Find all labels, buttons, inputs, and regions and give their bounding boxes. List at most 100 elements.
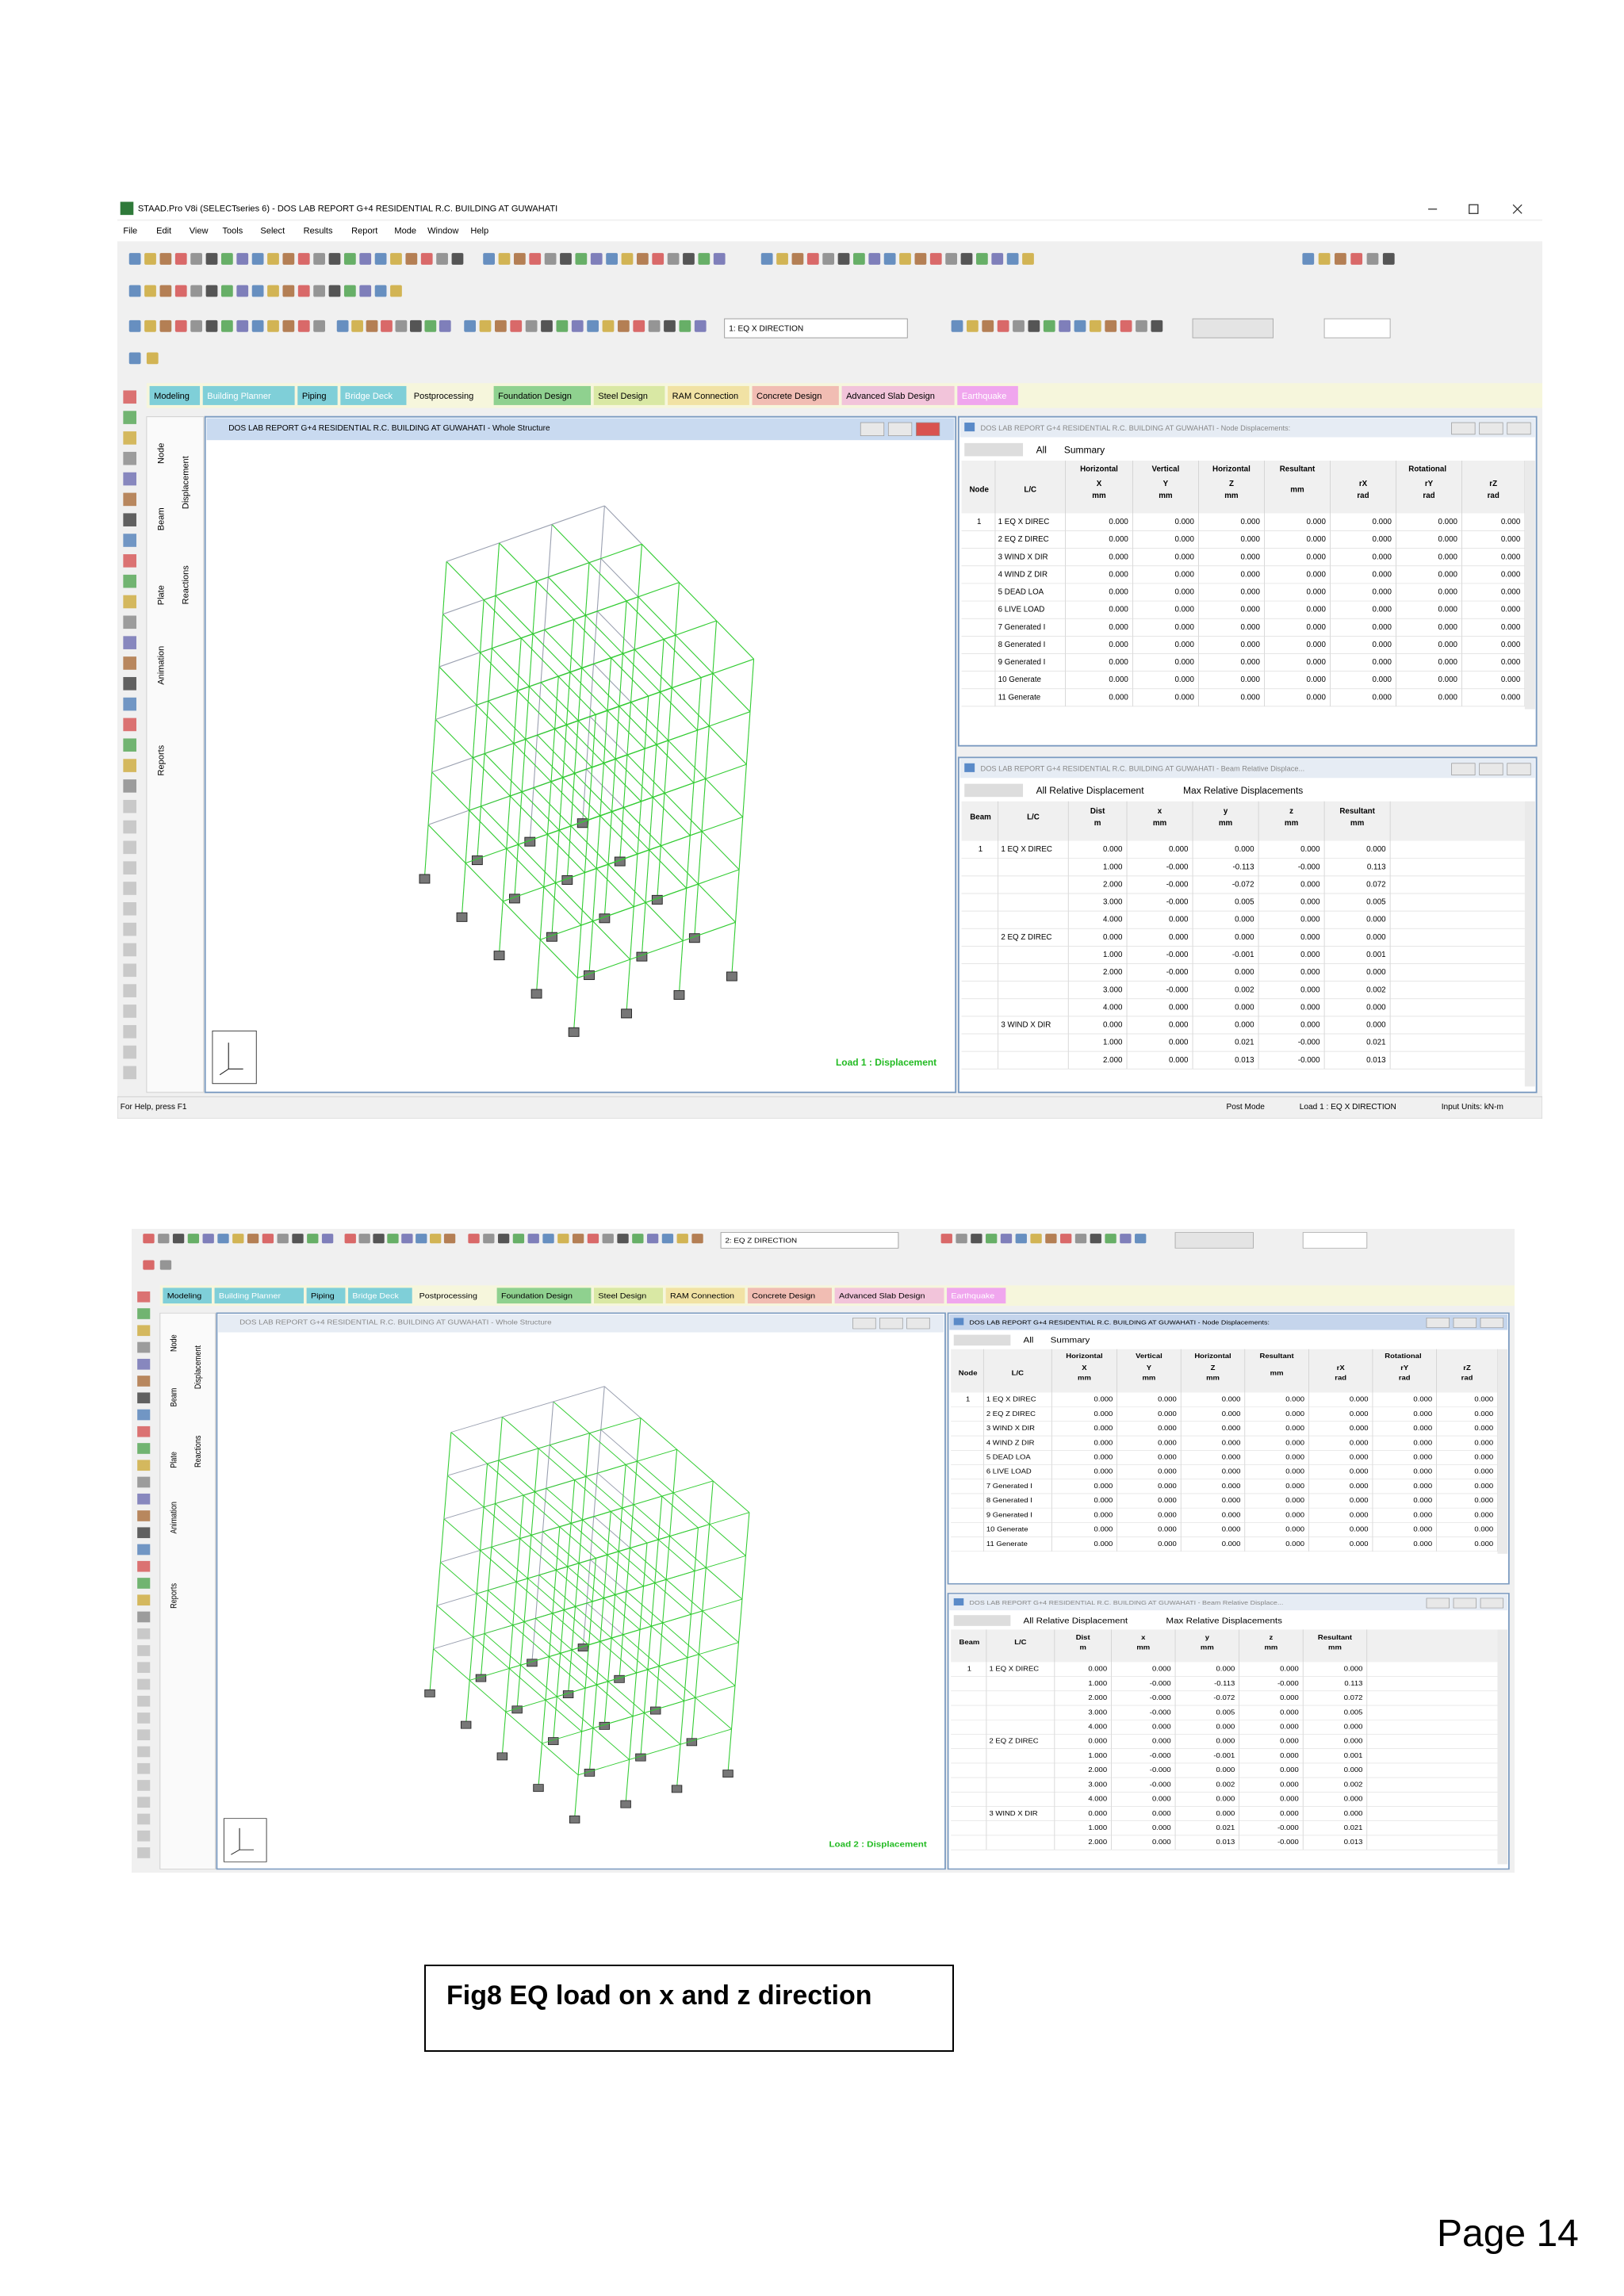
- toolbar-icon[interactable]: [464, 320, 477, 332]
- toolbar-icon[interactable]: [146, 352, 159, 365]
- mode-tab-label[interactable]: Steel Design: [598, 392, 648, 401]
- tab-nav[interactable]: [964, 442, 1024, 457]
- toolbar-icon[interactable]: [1000, 1234, 1013, 1244]
- side-tool-icon[interactable]: [123, 411, 136, 424]
- toolbar-icon[interactable]: [236, 320, 249, 332]
- mode-tab[interactable]: [163, 1288, 212, 1304]
- side-tool-icon[interactable]: [123, 902, 136, 916]
- side-tool-icon[interactable]: [123, 676, 136, 691]
- toolbar-icon[interactable]: [313, 285, 325, 297]
- mode-tab-label[interactable]: Building Planner: [219, 1292, 282, 1300]
- toolbar-icon[interactable]: [351, 320, 363, 332]
- side-tool-icon[interactable]: [137, 1762, 151, 1774]
- side-tool-icon[interactable]: [137, 1560, 151, 1572]
- load-case-dropdown[interactable]: [720, 1232, 899, 1249]
- toolbar-icon[interactable]: [1043, 320, 1055, 332]
- sheet-tab[interactable]: All: [1023, 1337, 1033, 1345]
- mode-tab-label[interactable]: Concrete Design: [756, 392, 822, 401]
- page-tab[interactable]: Animation: [170, 1502, 179, 1533]
- side-tool-icon[interactable]: [137, 1325, 151, 1337]
- toolbar-icon[interactable]: [632, 1234, 644, 1244]
- toolbar-icon[interactable]: [636, 253, 649, 265]
- toolbar-field[interactable]: [1174, 1232, 1254, 1249]
- toolbar-icon[interactable]: [556, 320, 569, 332]
- toolbar-icon[interactable]: [1089, 320, 1101, 332]
- toolbar-icon[interactable]: [1105, 1234, 1116, 1244]
- toolbar-icon[interactable]: [806, 253, 819, 265]
- mode-tab[interactable]: [594, 1288, 664, 1304]
- side-tool-icon[interactable]: [137, 1476, 151, 1488]
- side-tool-icon[interactable]: [137, 1443, 151, 1454]
- side-tool-icon[interactable]: [137, 1645, 151, 1656]
- sheet-tab[interactable]: All: [1036, 444, 1047, 455]
- mode-tab[interactable]: [202, 385, 295, 405]
- side-tool-icon[interactable]: [137, 1308, 151, 1319]
- toolbar-icon[interactable]: [1030, 1234, 1042, 1244]
- toolbar-icon[interactable]: [1006, 253, 1019, 265]
- side-tool-icon[interactable]: [123, 984, 136, 997]
- toolbar-icon[interactable]: [202, 1234, 214, 1244]
- toolbar-icon[interactable]: [451, 253, 464, 265]
- toolbar-icon[interactable]: [205, 253, 218, 265]
- mode-tab[interactable]: [496, 1288, 592, 1304]
- toolbar-icon[interactable]: [128, 253, 141, 265]
- toolbar-icon[interactable]: [542, 1234, 554, 1244]
- toolbar-icon[interactable]: [621, 253, 634, 265]
- toolbar-icon[interactable]: [159, 1260, 172, 1270]
- toolbar-icon[interactable]: [646, 1234, 659, 1244]
- side-tool-icon[interactable]: [123, 759, 136, 772]
- toolbar-icon[interactable]: [313, 253, 325, 265]
- toolbar-icon[interactable]: [374, 285, 387, 297]
- toolbar-icon[interactable]: [313, 320, 325, 332]
- toolbar-icon[interactable]: [174, 285, 187, 297]
- toolbar-icon[interactable]: [359, 285, 372, 297]
- scrollbar[interactable]: [1497, 1349, 1508, 1554]
- window-button[interactable]: [1426, 1318, 1450, 1328]
- menu-item[interactable]: Mode: [394, 226, 416, 235]
- scrollbar[interactable]: [1524, 801, 1535, 1087]
- side-tool-icon[interactable]: [137, 1830, 151, 1842]
- window-button[interactable]: [1479, 422, 1503, 435]
- page-tab[interactable]: Plate: [170, 1452, 179, 1468]
- toolbar-icon[interactable]: [1151, 320, 1163, 332]
- mode-tab-label[interactable]: Piping: [302, 392, 327, 401]
- toolbar-icon[interactable]: [1318, 253, 1331, 265]
- toolbar-icon[interactable]: [664, 320, 676, 332]
- toolbar-icon[interactable]: [479, 320, 492, 332]
- side-tool-icon[interactable]: [137, 1544, 151, 1556]
- toolbar-icon[interactable]: [190, 285, 203, 297]
- scrollbar[interactable]: [1497, 1629, 1508, 1865]
- mode-tab-label[interactable]: Postprocessing: [419, 1292, 477, 1300]
- toolbar-icon[interactable]: [205, 320, 218, 332]
- toolbar-icon[interactable]: [997, 320, 1009, 332]
- toolbar-icon[interactable]: [1022, 253, 1034, 265]
- side-tool-icon[interactable]: [137, 1695, 151, 1707]
- mode-tab[interactable]: [306, 1288, 346, 1304]
- toolbar-icon[interactable]: [128, 285, 141, 297]
- maximize-button[interactable]: [1469, 204, 1479, 214]
- toolbar-icon[interactable]: [236, 285, 249, 297]
- toolbar-icon[interactable]: [694, 320, 707, 332]
- mode-tab-label[interactable]: Concrete Design: [752, 1292, 815, 1300]
- toolbar-icon[interactable]: [344, 1234, 356, 1244]
- mode-tab-label[interactable]: Steel Design: [598, 1292, 646, 1300]
- toolbar-icon[interactable]: [1135, 1234, 1147, 1244]
- toolbar-icon[interactable]: [267, 253, 279, 265]
- toolbar-icon[interactable]: [1302, 253, 1315, 265]
- toolbar-icon[interactable]: [1060, 1234, 1072, 1244]
- mode-tab-label[interactable]: RAM Connection: [670, 1292, 734, 1300]
- sheet-tab[interactable]: Max Relative Displacements: [1166, 1617, 1282, 1625]
- mode-tab-label[interactable]: Advanced Slab Design: [846, 392, 935, 401]
- mode-tab[interactable]: [752, 385, 839, 405]
- side-tool-icon[interactable]: [123, 943, 136, 957]
- toolbar-icon[interactable]: [381, 320, 393, 332]
- side-tool-icon[interactable]: [137, 1797, 151, 1808]
- side-tool-icon[interactable]: [137, 1628, 151, 1640]
- mode-tab-label[interactable]: Piping: [311, 1292, 335, 1300]
- mode-tab[interactable]: [947, 1288, 1006, 1304]
- menu-item[interactable]: View: [190, 226, 209, 235]
- side-tool-icon[interactable]: [123, 1045, 136, 1059]
- toolbar-icon[interactable]: [967, 320, 979, 332]
- side-tool-icon[interactable]: [123, 492, 136, 507]
- menu-item[interactable]: Results: [304, 226, 333, 235]
